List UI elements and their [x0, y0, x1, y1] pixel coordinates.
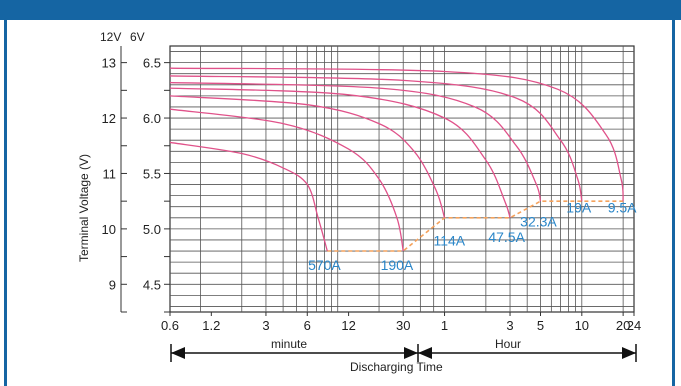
discharge-curve — [169, 67, 624, 202]
x-axis-title: Discharging Time — [350, 360, 443, 374]
top-banner — [0, 0, 681, 20]
current-label: 190A — [381, 257, 414, 273]
x-tick-label: 0.6 — [161, 318, 179, 333]
current-label: 19A — [566, 199, 592, 215]
x-tick-label: 1 — [441, 318, 448, 333]
left-tick-label: 13 — [102, 56, 116, 71]
x-tick-label: 10 — [575, 318, 589, 333]
current-label: 114A — [433, 233, 465, 249]
arrow-head-right — [622, 347, 636, 359]
x-tick-label: 20 — [616, 318, 630, 333]
left-tick-label: 11 — [103, 166, 117, 181]
current-label: 9.5A — [608, 199, 637, 215]
x-tick-label: 1.2 — [202, 318, 220, 333]
arrow-head-left — [171, 347, 185, 359]
current-label: 47.5A — [488, 229, 525, 245]
grid-layer — [169, 45, 635, 313]
x-tick-label: 3 — [262, 318, 269, 333]
discharge-curve — [169, 108, 404, 252]
hour-label: Hour — [495, 337, 521, 351]
arrow-head-mid-left — [404, 347, 418, 359]
current-label: 32.3A — [520, 214, 557, 230]
left-axis-header: 12V — [100, 30, 121, 44]
curve-layer — [169, 67, 624, 252]
x-tick-label: 12 — [341, 318, 355, 333]
x-tick-label: 30 — [396, 318, 410, 333]
x-tick-label: 5 — [537, 318, 544, 333]
discharge-curve — [169, 141, 328, 252]
right-tick-label: 4.5 — [143, 277, 161, 292]
x-tick-label: 6 — [304, 318, 311, 333]
left-tick-label: 9 — [109, 277, 116, 292]
x-tick-label: 3 — [506, 318, 513, 333]
right-tick-label: 6.0 — [143, 111, 161, 126]
minute-label: minute — [271, 337, 307, 351]
discharge-curve — [169, 87, 511, 218]
plot-border — [169, 45, 635, 313]
chart-panel — [4, 20, 675, 386]
discharge-curve — [169, 75, 583, 202]
right-tick-label: 5.5 — [143, 166, 161, 181]
axis-layer: 12V 6V Terminal Voltage (V) minute Hour … — [77, 30, 641, 374]
arrow-head-mid-right — [418, 347, 432, 359]
current-label: 570A — [308, 257, 341, 273]
left-tick-label: 10 — [102, 222, 116, 237]
y-axis-title: Terminal Voltage (V) — [77, 154, 91, 262]
cutoff-line — [327, 200, 624, 252]
right-tick-label: 6.5 — [143, 56, 161, 71]
right-tick-label: 5.0 — [143, 222, 161, 237]
discharge-curve — [169, 81, 542, 202]
discharge-curve — [169, 95, 446, 218]
left-tick-label: 12 — [102, 111, 116, 126]
right-axis-header: 6V — [130, 30, 145, 44]
x-tick-label: 24 — [627, 318, 641, 333]
